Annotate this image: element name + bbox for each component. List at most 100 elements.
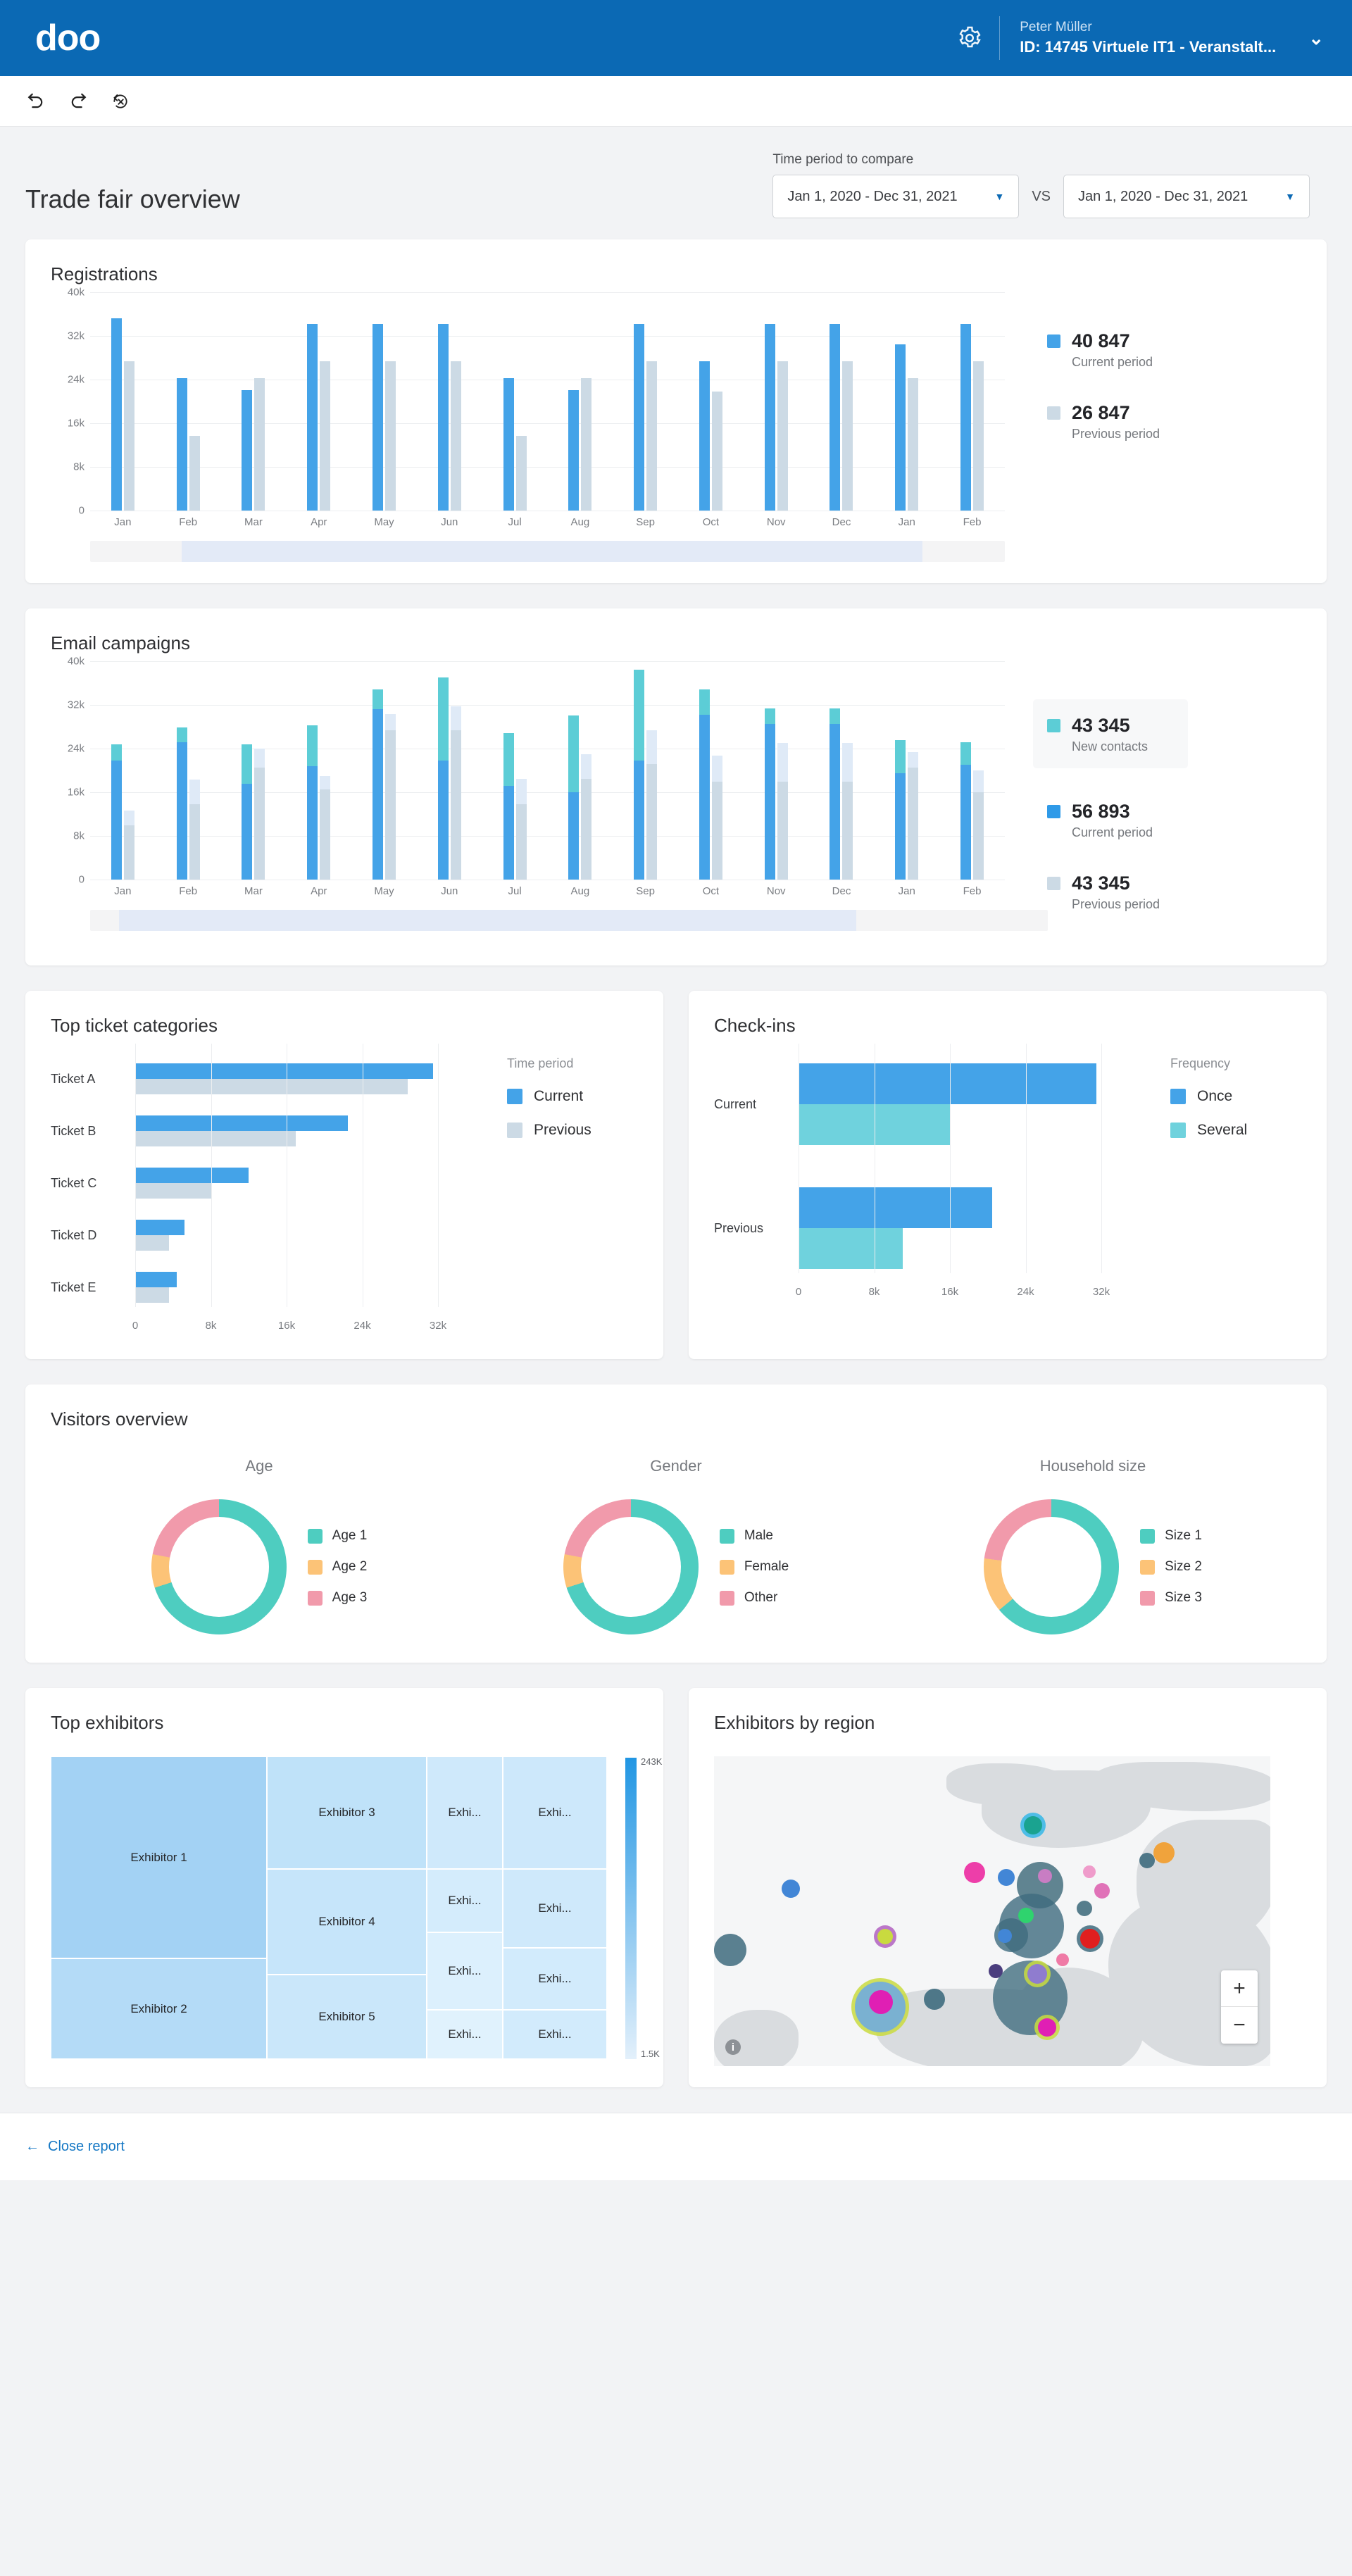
bar-current[interactable] <box>176 727 187 880</box>
bar-group[interactable] <box>830 292 853 511</box>
bar-previous[interactable] <box>450 706 461 880</box>
bar-previous[interactable] <box>123 361 134 511</box>
bar-group[interactable] <box>437 661 461 880</box>
legend-item[interactable]: Size 2 <box>1140 1559 1202 1575</box>
map-bubble[interactable] <box>877 1929 893 1944</box>
brush-selection[interactable] <box>181 541 923 562</box>
bar-once[interactable] <box>799 1187 993 1228</box>
bar-current[interactable] <box>135 1272 177 1287</box>
legend-item[interactable]: 26 847 Previous period <box>1047 402 1188 442</box>
bar-previous[interactable] <box>908 752 919 880</box>
map-bubble[interactable] <box>1077 1901 1092 1916</box>
map-bubble[interactable] <box>1139 1853 1155 1868</box>
bar-current[interactable] <box>135 1115 349 1131</box>
bar-previous[interactable] <box>711 392 722 511</box>
legend-item[interactable]: Age 1 <box>307 1528 367 1544</box>
bar-previous[interactable] <box>135 1235 170 1251</box>
bar-group[interactable] <box>830 661 853 880</box>
undo-icon[interactable] <box>25 91 46 112</box>
bar-previous[interactable] <box>189 435 200 511</box>
map-bubble[interactable] <box>1094 1883 1110 1899</box>
bar-previous[interactable] <box>254 377 265 511</box>
bar-current[interactable] <box>135 1063 434 1079</box>
bar-current[interactable] <box>568 715 580 880</box>
bar-previous[interactable] <box>320 775 331 880</box>
legend-item[interactable]: 56 893 Current period <box>1047 801 1188 840</box>
bar-group[interactable] <box>176 292 200 511</box>
bar-current[interactable] <box>830 708 841 880</box>
legend-item[interactable]: Size 1 <box>1140 1528 1202 1544</box>
bar-current[interactable] <box>307 323 318 511</box>
bar-current[interactable] <box>895 344 906 511</box>
map-bubble[interactable] <box>1038 1869 1052 1883</box>
legend-item[interactable]: Several <box>1170 1122 1301 1139</box>
bar-previous[interactable] <box>385 714 396 880</box>
bar-current[interactable] <box>568 389 580 511</box>
map-bubble[interactable] <box>782 1880 800 1898</box>
bar-previous[interactable] <box>581 377 592 511</box>
bar-previous[interactable] <box>777 361 788 511</box>
bar-previous[interactable] <box>515 435 527 511</box>
map-bubble[interactable] <box>1056 1953 1069 1966</box>
treemap-cell[interactable]: Exhi... <box>427 1932 503 2010</box>
map-bubble[interactable] <box>1018 1908 1034 1923</box>
legend-item[interactable]: Age 3 <box>307 1590 367 1606</box>
map-bubble[interactable] <box>1027 1964 1047 1984</box>
checkins-chart[interactable]: Current Previous 0 8k 16k 24k 32k <box>714 1044 1139 1304</box>
map-bubble[interactable] <box>1080 1929 1100 1949</box>
user-account-block[interactable]: Peter Müller ID: 14745 Virtuele IT1 - Ve… <box>1017 18 1276 57</box>
gear-icon[interactable] <box>957 25 982 51</box>
top-exhibitors-treemap[interactable]: Exhibitor 1 Exhibitor 2 Exhibitor 3 Exhibit… <box>51 1756 607 2059</box>
bar-group[interactable] <box>437 292 461 511</box>
bar-previous[interactable] <box>135 1131 296 1146</box>
info-icon[interactable]: i <box>725 2039 741 2055</box>
bar-group[interactable] <box>373 292 396 511</box>
bar-group[interactable] <box>634 661 658 880</box>
registrations-brush[interactable] <box>90 541 1005 562</box>
brush-selection[interactable] <box>118 910 856 931</box>
donut-chart[interactable] <box>151 1499 287 1634</box>
treemap-cell[interactable]: Exhi... <box>503 2010 607 2059</box>
legend-item[interactable]: Other <box>719 1590 789 1606</box>
bar-group[interactable] <box>568 292 592 511</box>
bar-previous[interactable] <box>646 730 658 880</box>
bar-current[interactable] <box>437 323 449 511</box>
map-bubble[interactable] <box>1083 1865 1096 1878</box>
treemap-cell[interactable]: Exhi... <box>427 2010 503 2059</box>
bar-group[interactable] <box>503 292 527 511</box>
map-bubble[interactable] <box>1038 2018 1056 2037</box>
bar-previous[interactable] <box>973 361 984 511</box>
bar-current[interactable] <box>373 323 384 511</box>
map-bubble[interactable] <box>1153 1842 1175 1863</box>
map-bubble[interactable] <box>714 1934 746 1966</box>
map-bubble[interactable] <box>964 1862 985 1883</box>
legend-item[interactable]: 43 345 Previous period <box>1047 873 1188 912</box>
bar-previous[interactable] <box>908 377 919 511</box>
legend-item[interactable]: Male <box>719 1528 789 1544</box>
bar-previous[interactable] <box>254 749 265 880</box>
bar-current[interactable] <box>895 740 906 880</box>
treemap-cell[interactable]: Exhibitor 2 <box>51 1958 267 2059</box>
bar-current[interactable] <box>960 742 972 880</box>
bar-current[interactable] <box>176 377 187 511</box>
redo-icon[interactable] <box>68 91 89 112</box>
legend-item[interactable]: Previous <box>507 1122 638 1139</box>
bar-previous[interactable] <box>189 780 200 880</box>
region-map[interactable]: + − i <box>714 1756 1270 2066</box>
legend-item[interactable]: 43 345 New contacts <box>1033 699 1188 768</box>
bar-previous[interactable] <box>385 361 396 511</box>
bar-group[interactable] <box>242 661 265 880</box>
bar-group[interactable] <box>634 292 658 511</box>
bar-previous[interactable] <box>515 779 527 880</box>
bar-current[interactable] <box>135 1220 184 1235</box>
treemap-cell[interactable]: Exhibitor 1 <box>51 1756 267 1958</box>
bar-previous[interactable] <box>135 1079 408 1094</box>
legend-item[interactable]: 40 847 Current period <box>1047 330 1188 370</box>
bar-current[interactable] <box>503 377 514 511</box>
bar-current[interactable] <box>634 670 645 880</box>
zoom-in-button[interactable]: + <box>1221 1970 1258 2007</box>
bar-current[interactable] <box>135 1168 249 1183</box>
bar-once[interactable] <box>799 1063 1097 1104</box>
bar-current[interactable] <box>699 689 710 880</box>
close-report-button[interactable]: ← Close report <box>25 2139 125 2155</box>
